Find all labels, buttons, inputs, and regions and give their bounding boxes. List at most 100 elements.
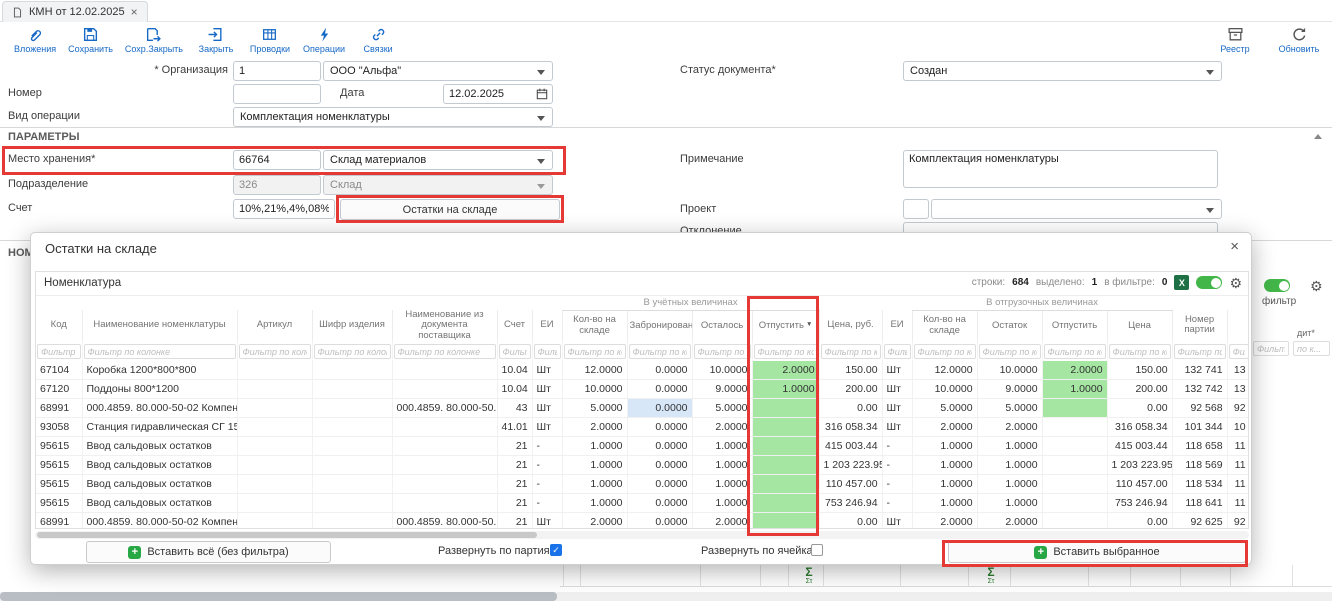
cell[interactable]: 118 534 (1172, 474, 1228, 495)
cell[interactable]: 132 741 (1172, 360, 1228, 381)
cell[interactable]: 92 568 (1172, 398, 1228, 419)
filter-input[interactable] (1253, 341, 1289, 356)
cell[interactable]: 0.0000 (627, 493, 693, 514)
cell[interactable]: 0.0000 (627, 436, 693, 457)
links-button[interactable]: Связки (353, 24, 403, 56)
column-header[interactable]: Забронировано (627, 310, 693, 341)
cell[interactable]: 1 203 223.95 (819, 455, 883, 476)
cell[interactable]: - (882, 474, 913, 495)
cell[interactable]: - (882, 436, 913, 457)
cell[interactable] (392, 493, 498, 514)
table-row[interactable]: 95615 Ввод сальдовых остатков 21-1.0000 0.0… (36, 493, 1248, 514)
expand-cells-checkbox[interactable] (811, 544, 823, 556)
filter-toggle[interactable] (1264, 279, 1290, 292)
cell[interactable]: 200.00 (819, 379, 883, 400)
scrollbar-thumb[interactable] (37, 532, 537, 538)
filter-input[interactable] (1293, 341, 1330, 356)
cell[interactable]: Шт (532, 379, 563, 400)
cell[interactable]: 9.0000 (692, 379, 753, 400)
column-header[interactable]: ЕИ (532, 310, 563, 341)
cell[interactable]: 21 (497, 512, 533, 528)
cell[interactable] (392, 474, 498, 495)
cell[interactable]: 67104 (36, 360, 83, 381)
cell[interactable]: - (882, 493, 913, 514)
cell[interactable]: 1.0000 (912, 474, 978, 495)
cell[interactable]: 118 641 (1172, 493, 1228, 514)
gear-icon[interactable]: ⚙ (1229, 274, 1242, 291)
cell[interactable]: 2.0000 (912, 512, 978, 528)
cell[interactable]: 2.0000 (1042, 360, 1108, 381)
document-tab[interactable]: КМН от 12.02.2025 × (2, 1, 148, 22)
filter-input[interactable] (1043, 344, 1106, 360)
cell[interactable] (1042, 455, 1108, 476)
postings-button[interactable]: Проводки (245, 24, 295, 56)
cell[interactable]: 0.0000 (627, 360, 693, 381)
column-header[interactable]: Наименование номенклатуры (82, 310, 238, 341)
cell[interactable]: 10.04 (497, 379, 533, 400)
cell[interactable]: 5.0000 (562, 398, 628, 419)
cell[interactable]: 21 (497, 436, 533, 457)
cell[interactable] (392, 360, 498, 381)
cell[interactable]: 0.0000 (627, 474, 693, 495)
cell[interactable]: 000.4859. 80.000-50-02 Компенсатор (82, 512, 238, 528)
cell[interactable]: 95615 (36, 436, 83, 457)
filter-input[interactable] (753, 344, 818, 360)
cell[interactable]: 118 569 (1172, 455, 1228, 476)
cell[interactable] (312, 398, 393, 419)
date-input[interactable] (443, 84, 553, 104)
save-close-button[interactable]: Сохр.Закрыть (121, 24, 187, 56)
cell[interactable]: 1.0000 (912, 455, 978, 476)
cell[interactable]: Шт (882, 398, 913, 419)
insert-all-button[interactable]: + Вставить всё (без фильтра) (86, 541, 331, 563)
storage-code-input[interactable] (233, 150, 321, 170)
tab-close-icon[interactable]: × (130, 5, 138, 19)
cell[interactable]: 5.0000 (912, 398, 978, 419)
filter-input[interactable] (978, 344, 1041, 360)
cell[interactable]: 92 625 (1172, 512, 1228, 528)
cell[interactable]: Ввод сальдовых остатков (82, 455, 238, 476)
gear-icon[interactable]: ⚙ (1310, 278, 1323, 294)
cell[interactable]: 2.0000 (562, 417, 628, 438)
cell[interactable]: 0.00 (1107, 512, 1173, 528)
cell[interactable] (752, 436, 820, 457)
cell[interactable]: - (882, 455, 913, 476)
cell[interactable]: 110 457.00 (819, 474, 883, 495)
cell[interactable]: 2.0000 (977, 512, 1043, 528)
cell[interactable]: 150.00 (819, 360, 883, 381)
cell[interactable]: 000.4859. 80.000-50... (392, 512, 498, 528)
refresh-button[interactable]: Обновить (1274, 24, 1324, 56)
excel-export-icon[interactable]: X (1174, 275, 1190, 290)
modal-horizontal-scrollbar[interactable] (35, 531, 1249, 539)
cell[interactable]: 200.00 (1107, 379, 1173, 400)
cell[interactable]: 11 (1227, 474, 1248, 495)
project-code-input[interactable] (903, 199, 929, 219)
cell[interactable]: - (532, 436, 563, 457)
cell[interactable]: 2.0000 (692, 512, 753, 528)
column-header[interactable]: Шифр изделия (312, 310, 393, 341)
cell[interactable] (1042, 493, 1108, 514)
cell[interactable]: 1.0000 (912, 493, 978, 514)
column-header[interactable]: Кол-во на складе (562, 310, 628, 341)
cell[interactable]: Шт (532, 417, 563, 438)
filter-toggle[interactable] (1196, 276, 1223, 289)
filter-input[interactable] (83, 344, 236, 360)
cell[interactable]: 10.0000 (562, 379, 628, 400)
cell[interactable]: Станция гидравлическая СГ 150-11-30 (82, 417, 238, 438)
column-header[interactable]: Отпустить (1042, 310, 1108, 341)
cell[interactable]: 2.0000 (912, 417, 978, 438)
cell[interactable]: 000.4859. 80.000-50-02 Компенсатор (82, 398, 238, 419)
organization-select[interactable]: ООО "Альфа" (323, 61, 553, 81)
filter-input[interactable] (913, 344, 976, 360)
organization-code-input[interactable] (233, 61, 321, 81)
cell[interactable] (752, 455, 820, 476)
cell[interactable]: 21 (497, 493, 533, 514)
filter-input[interactable] (883, 344, 911, 360)
cell[interactable]: Коробка 1200*800*800 (82, 360, 238, 381)
filter-input[interactable] (238, 344, 311, 360)
cell[interactable]: 1.0000 (562, 436, 628, 457)
sum-cell[interactable]: Σ Στ (798, 566, 820, 586)
cell[interactable] (237, 455, 313, 476)
cell[interactable] (312, 379, 393, 400)
cell[interactable] (237, 512, 313, 528)
